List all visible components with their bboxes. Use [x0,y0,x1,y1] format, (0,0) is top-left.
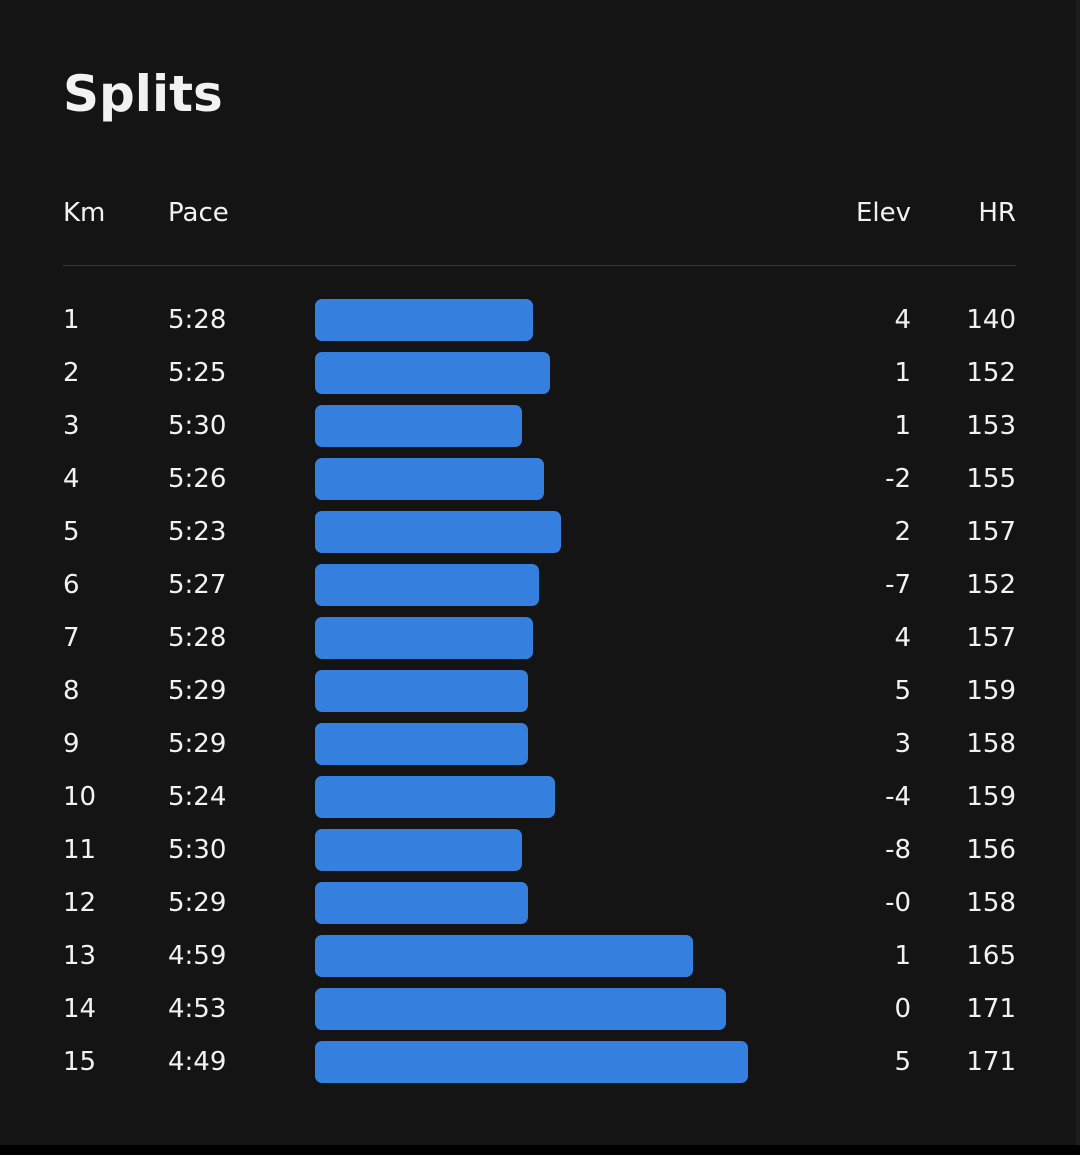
pace-bar [315,299,534,341]
pace-bar [315,458,545,500]
elev: 1 [894,941,911,971]
elev: -2 [885,464,911,494]
pace: 5:29 [168,676,227,706]
elev: -8 [885,835,911,865]
km: 8 [63,676,80,706]
pace: 5:25 [168,358,227,388]
elev: 1 [894,411,911,441]
hr: 171 [966,994,1016,1024]
pace: 4:49 [168,1047,227,1077]
pace: 4:53 [168,994,227,1024]
km: 6 [63,570,80,600]
pace: 5:26 [168,464,227,494]
elev: 4 [894,305,911,335]
elev: 4 [894,623,911,653]
pace-bar [315,670,528,712]
km: 4 [63,464,80,494]
km: 5 [63,517,80,547]
column-header: Elev [855,198,911,228]
hr: 152 [966,358,1016,388]
pace: 4:59 [168,941,227,971]
km: 10 [63,782,97,812]
pace-bar [315,723,528,765]
elev: 5 [894,676,911,706]
pace: 5:30 [168,835,227,865]
hr: 158 [966,888,1016,918]
pace-bar [315,988,726,1030]
hr: 140 [966,305,1016,335]
pace-bar [315,829,522,871]
pace: 5:24 [168,782,227,812]
hr: 155 [966,464,1016,494]
km: 9 [63,729,80,759]
hr: 165 [966,941,1016,971]
km: 7 [63,623,80,653]
divider [63,265,1016,266]
pace-bar [315,882,528,924]
bottom-bar [0,1145,1080,1155]
km: 3 [63,411,80,441]
pace: 5:29 [168,729,227,759]
elev: 2 [894,517,911,547]
hr: 157 [966,517,1016,547]
km: 13 [63,941,97,971]
hr: 156 [966,835,1016,865]
km: 1 [63,305,80,335]
hr: 152 [966,570,1016,600]
column-header: Km [63,198,106,228]
column-header: Pace [168,198,229,228]
hr: 158 [966,729,1016,759]
hr: 159 [966,676,1016,706]
km: 15 [63,1047,97,1077]
pace-bar [315,352,550,394]
pace-bar [315,935,693,977]
pace: 5:28 [168,305,227,335]
edge [1076,0,1080,1145]
elev: 5 [894,1047,911,1077]
hr: 159 [966,782,1016,812]
hr: 171 [966,1047,1016,1077]
km: 2 [63,358,80,388]
title: Splits [63,65,223,123]
hr: 153 [966,411,1016,441]
column-header: HR [978,198,1016,228]
pace: 5:23 [168,517,227,547]
pace-bar [315,776,556,818]
elev: -0 [885,888,911,918]
km: 14 [63,994,97,1024]
pace-bar [315,1041,748,1083]
pace: 5:28 [168,623,227,653]
elev: 1 [894,358,911,388]
pace: 5:29 [168,888,227,918]
pace: 5:30 [168,411,227,441]
elev: 3 [894,729,911,759]
pace-bar [315,564,539,606]
elev: -7 [885,570,911,600]
elev: -4 [885,782,911,812]
pace: 5:27 [168,570,227,600]
pace-bar [315,405,522,447]
pace-bar [315,511,561,553]
elev: 0 [894,994,911,1024]
hr: 157 [966,623,1016,653]
pace-bar [315,617,534,659]
km: 12 [63,888,97,918]
km: 11 [63,835,97,865]
